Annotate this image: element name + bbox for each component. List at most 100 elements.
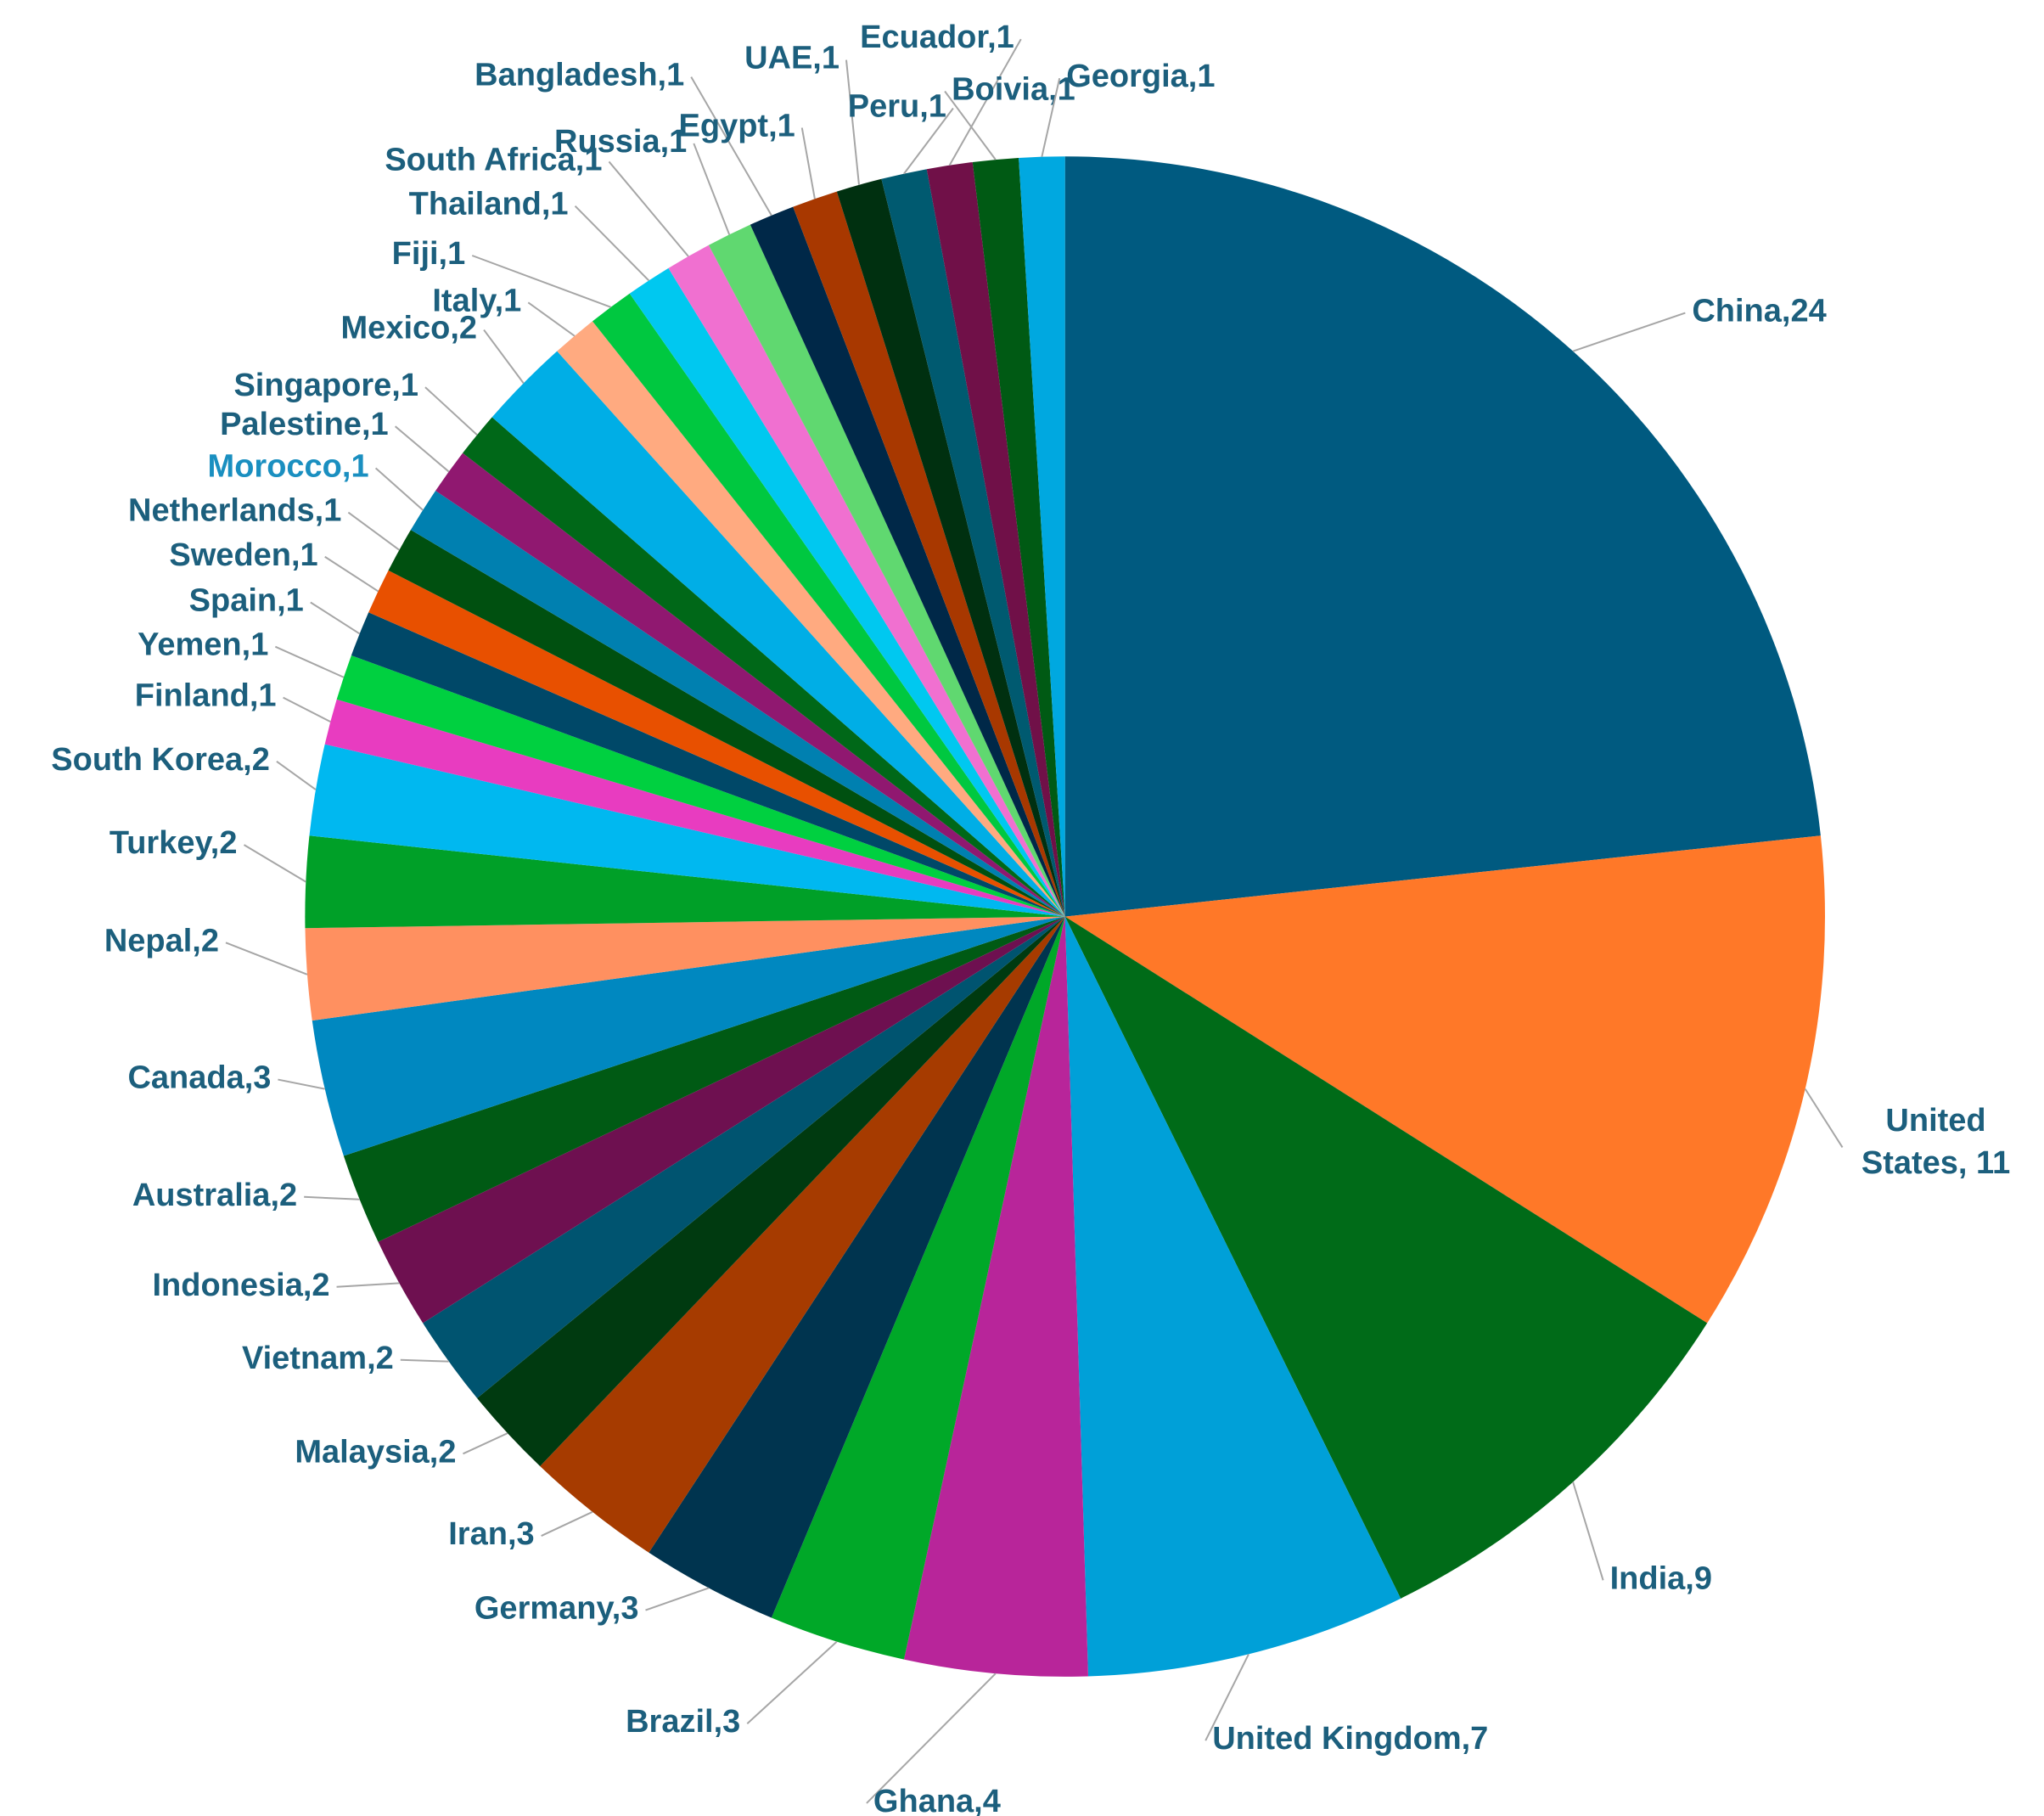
pie-slice — [1064, 156, 1821, 917]
leader-line — [693, 143, 731, 235]
data-label: Germany,3 — [474, 1591, 639, 1627]
data-label: Ecuador,1 — [860, 20, 1014, 55]
pie-slice — [368, 570, 1065, 917]
data-label: United Kingdom,7 — [1212, 1721, 1488, 1757]
leader-line — [944, 90, 997, 160]
pie-slice — [649, 916, 1065, 1618]
leader-line — [424, 386, 478, 436]
data-label: Italy,1 — [432, 283, 521, 318]
leader-line — [324, 555, 379, 593]
leader-line — [225, 942, 308, 975]
pie-slice — [378, 916, 1065, 1324]
data-label: Nepal,2 — [104, 923, 219, 959]
pie-slice — [343, 916, 1065, 1242]
pie-slice — [592, 293, 1065, 917]
leader-line — [483, 329, 525, 384]
pie-slice — [793, 191, 1065, 917]
pie-slice — [881, 169, 1065, 917]
pie-slice — [972, 157, 1065, 917]
data-label: Singapore,1 — [233, 368, 418, 403]
data-label: Sweden,1 — [169, 537, 317, 573]
leader-line — [645, 1587, 710, 1611]
data-label: Netherlands,1 — [128, 493, 341, 529]
leader-line — [845, 59, 860, 185]
pie-slice — [305, 835, 1065, 929]
data-label: South Korea,2 — [51, 742, 270, 778]
pie-slice — [750, 206, 1065, 917]
pie-slice — [423, 916, 1065, 1398]
pie-slice — [557, 321, 1065, 917]
data-label: Indonesia,2 — [152, 1268, 329, 1303]
leader-line — [394, 425, 450, 473]
data-label: Yemen,1 — [138, 627, 268, 663]
leader-line — [336, 1282, 400, 1288]
pie-slice — [463, 417, 1065, 917]
leader-line — [347, 511, 400, 551]
pie-slice — [1019, 156, 1065, 917]
leader-line — [948, 38, 1022, 166]
leader-line — [746, 1640, 838, 1724]
leader-line — [274, 645, 345, 678]
data-label: Mexico,2 — [341, 311, 478, 346]
leader-line — [1204, 1653, 1249, 1741]
leader-line — [276, 761, 317, 790]
pie-slice — [903, 916, 1088, 1677]
data-label: UAE,1 — [744, 41, 840, 76]
data-label: South Africa,1 — [385, 142, 602, 177]
leader-line — [574, 205, 650, 282]
data-label: Fiji,1 — [392, 236, 466, 272]
pie-slice — [410, 490, 1065, 917]
leader-line — [471, 255, 611, 308]
data-label: Brazil,3 — [626, 1704, 740, 1740]
leader-line — [800, 127, 816, 200]
leader-line — [374, 467, 424, 511]
data-label: Iran,3 — [448, 1516, 534, 1552]
leader-line — [1572, 312, 1686, 352]
leader-line — [310, 601, 361, 635]
pie-slice — [477, 916, 1065, 1467]
pie-slice — [1064, 916, 1708, 1599]
pie-slice — [836, 178, 1065, 917]
data-label: Thailand,1 — [409, 187, 569, 222]
data-label: Egypt,1 — [679, 109, 795, 144]
data-label: Spain,1 — [189, 583, 304, 619]
pie-slice — [708, 224, 1065, 917]
pie-slice — [1064, 835, 1825, 1324]
data-label: Malaysia,2 — [295, 1434, 456, 1470]
leader-line — [866, 1673, 997, 1804]
pie-slice — [305, 916, 1065, 1021]
data-label: Georgia,1 — [1066, 59, 1215, 94]
pie-slice — [771, 916, 1065, 1660]
pie-slice — [435, 453, 1065, 917]
data-label: Morocco,1 — [208, 448, 369, 484]
data-label: Vietnam,2 — [242, 1341, 394, 1376]
data-label: Russia,1 — [554, 124, 687, 160]
pie-slice — [324, 699, 1065, 917]
data-label: India,9 — [1610, 1560, 1712, 1596]
pie-slice — [926, 161, 1065, 917]
data-label: Australia,2 — [132, 1178, 297, 1213]
leader-line — [1804, 1088, 1844, 1148]
leader-line — [243, 844, 306, 883]
data-label: Bangladesh,1 — [474, 58, 684, 93]
leader-line — [541, 1510, 593, 1537]
data-label: Palestine,1 — [220, 407, 389, 442]
pie-slice — [309, 744, 1065, 917]
leader-line — [278, 1078, 325, 1090]
leader-line — [463, 1432, 508, 1455]
data-label: United States, 11 — [1861, 1103, 2011, 1181]
data-label: Canada,3 — [127, 1060, 271, 1096]
data-label: Finland,1 — [135, 678, 277, 714]
leader-line — [283, 696, 331, 722]
data-label: Turkey,2 — [110, 825, 238, 861]
pie-slice — [540, 916, 1065, 1553]
pie-slice — [668, 245, 1065, 917]
pie-slice — [491, 351, 1065, 917]
pie-slice — [629, 267, 1065, 917]
leader-line — [304, 1195, 360, 1200]
data-label: Ghana,4 — [873, 1784, 1001, 1816]
data-label: Peru,1 — [848, 88, 946, 124]
pie-slice — [351, 612, 1065, 917]
